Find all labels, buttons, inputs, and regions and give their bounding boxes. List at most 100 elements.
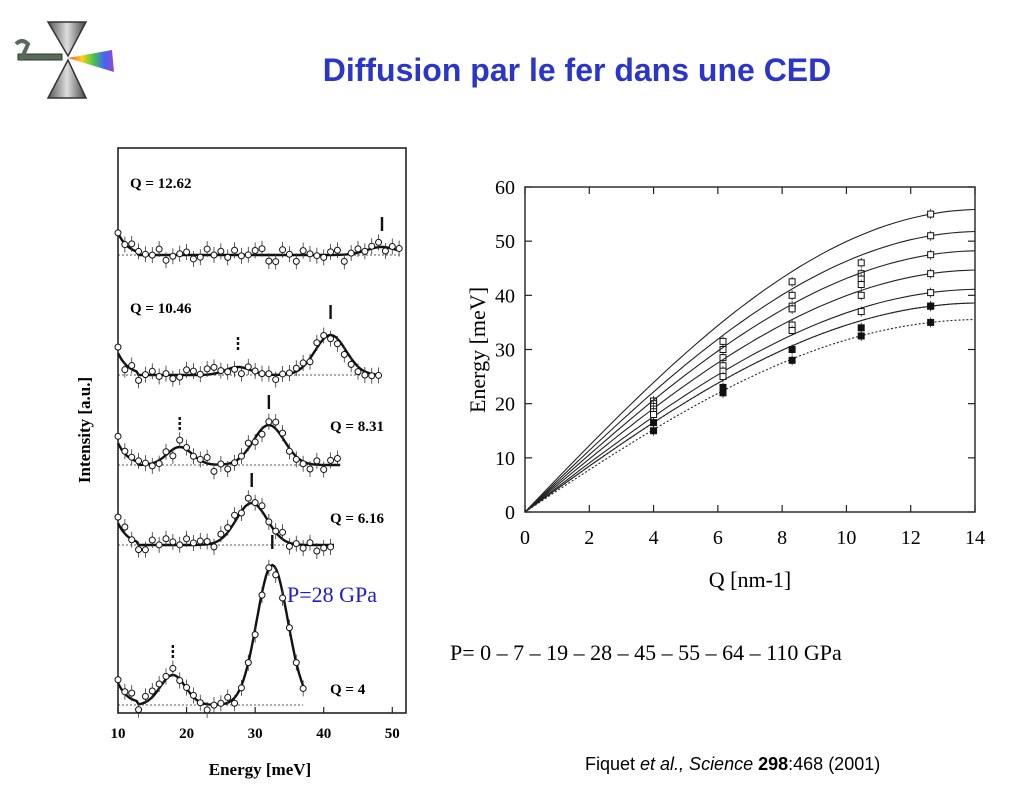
spectra-point [231, 365, 239, 373]
spectra-point [121, 523, 129, 531]
spectra-point [251, 246, 259, 254]
spectra-point [258, 502, 266, 510]
pressure-list: P= 0 – 7 – 19 – 28 – 45 – 55 – 64 – 110 … [450, 640, 842, 665]
spectra-point [162, 535, 170, 543]
spectra-point [258, 591, 266, 599]
dispersion-point [650, 427, 658, 435]
spectra-point [285, 624, 293, 632]
spectra-point [231, 246, 239, 254]
spectra-point [135, 247, 143, 255]
citation-volume: 298 [758, 754, 789, 774]
spectra-point [210, 543, 218, 551]
spectra-point [272, 418, 280, 426]
spectra-point [292, 455, 300, 463]
dispersion-ytick-label: 10 [495, 448, 515, 470]
spectra-point [196, 370, 204, 378]
spectra-point [361, 247, 369, 255]
dispersion-xtick-label: 6 [713, 527, 723, 549]
spectra-point [244, 659, 252, 667]
spectra-point [292, 659, 300, 667]
spectra-point [189, 255, 197, 263]
spectra-point [333, 455, 341, 463]
spectra-point [279, 246, 287, 254]
spectra-point [265, 564, 273, 572]
spectra-point [196, 537, 204, 545]
spectra-point [299, 359, 307, 367]
spectra-point [251, 438, 259, 446]
spectra-xlabel: Energy [meV] [209, 760, 311, 779]
spectra-point [121, 688, 129, 696]
spectra-point [148, 462, 156, 470]
spectra-point [327, 456, 335, 464]
spectra-point [148, 536, 156, 544]
spectra-point [320, 332, 328, 340]
spectra-point [285, 369, 293, 377]
spectra-point [340, 257, 348, 265]
spectra-point [244, 494, 252, 502]
spectra-point [148, 687, 156, 695]
dispersion-point [788, 278, 796, 286]
dispersion-xtick-label: 2 [584, 527, 594, 549]
dispersion-point [857, 332, 865, 340]
spectra-point [327, 543, 335, 551]
spectra-point [155, 460, 163, 468]
spectra-point [114, 229, 122, 237]
dispersion-series-5-line [524, 288, 976, 513]
spectra-point [299, 247, 307, 255]
dispersion-ytick-label: 30 [495, 340, 515, 362]
dispersion-xtick-label: 10 [836, 527, 856, 549]
spectra-point [162, 370, 170, 378]
dispersion-point [719, 373, 727, 381]
spectra-point [265, 257, 273, 265]
spectra-point [333, 340, 341, 348]
spectra-xtick-label: 30 [248, 726, 263, 742]
spectra-point [224, 524, 232, 532]
spectra-point [306, 250, 314, 258]
spectra-point [176, 250, 184, 258]
spectra-point [141, 371, 149, 379]
spectra-point [285, 447, 293, 455]
citation-author: Fiquet [585, 754, 641, 774]
spectra-fit-curve [116, 563, 305, 706]
dispersion-xtick-label: 8 [777, 527, 787, 549]
spectra-point [183, 535, 191, 543]
spectra-point [279, 528, 287, 536]
spectra-point [121, 366, 129, 374]
spectra-point [231, 459, 239, 467]
dispersion-ytick-label: 60 [495, 177, 515, 199]
spectra-point [217, 460, 225, 468]
spectra-point [169, 252, 177, 260]
spectra-point [231, 699, 239, 707]
spectra-point [114, 432, 122, 440]
spectra-point [121, 447, 129, 455]
spectra-point [347, 360, 355, 368]
spectra-point [196, 699, 204, 707]
spectra-point [176, 373, 184, 381]
spectra-point [354, 368, 362, 376]
spectra-point [155, 541, 163, 549]
spectra-point [128, 689, 136, 697]
spectra-point [395, 245, 403, 253]
spectra-point [251, 499, 259, 507]
dispersion-point [927, 210, 935, 218]
dispersion-point [719, 389, 727, 397]
spectra-point [313, 339, 321, 347]
spectra-point [265, 370, 273, 378]
dispersion-point [927, 302, 935, 310]
spectra-point [375, 238, 383, 246]
spectra-point [237, 509, 245, 517]
spectra-point [272, 258, 280, 266]
spectra-point [203, 537, 211, 545]
citation: Fiquet et al., Science 298:468 (2001) [585, 754, 880, 775]
spectra-point [155, 245, 163, 253]
dispersion-point [857, 324, 865, 332]
page-title: Diffusion par le fer dans une CED [322, 52, 832, 88]
spectra-panel-label: Q = 10.46 [130, 301, 192, 317]
spectra-point [279, 370, 287, 378]
spectra-point [231, 511, 239, 519]
spectra-point [128, 240, 136, 248]
spectra-point [381, 247, 389, 255]
dispersion-point [650, 411, 658, 418]
spectra-point [320, 466, 328, 474]
spectra-point [203, 706, 211, 714]
